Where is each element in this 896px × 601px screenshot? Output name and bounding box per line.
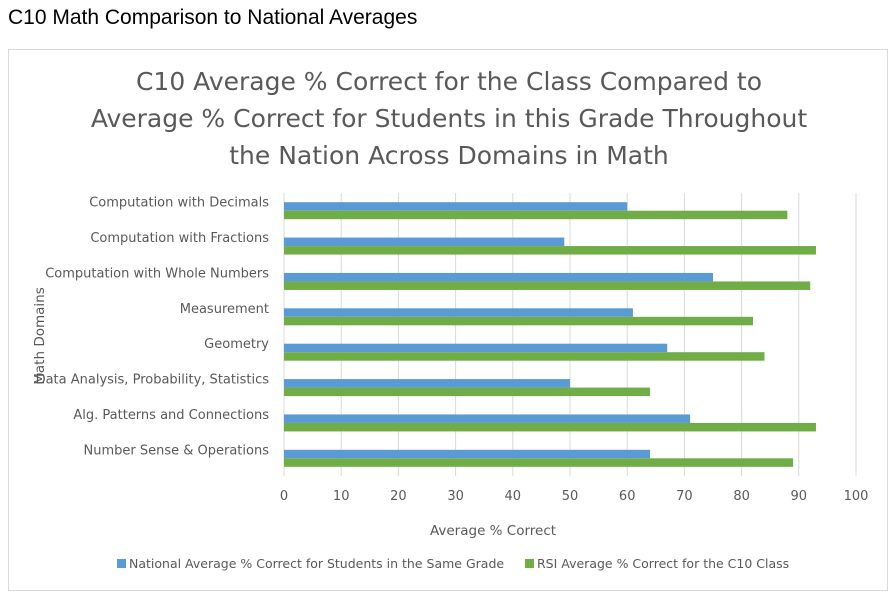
- category-label: Computation with Whole Numbers: [45, 266, 269, 281]
- bar-national-average: [284, 379, 570, 388]
- bar-class-average: [284, 352, 765, 361]
- bar-class-average: [284, 458, 794, 467]
- bar-national-average: [284, 449, 651, 459]
- bar-national-average: [284, 237, 565, 247]
- x-tick-labels: 0 10 20 30 40 50 60 70 80 90 100: [280, 489, 869, 504]
- x-tick-label: 10: [333, 489, 350, 504]
- bar-class-average: [284, 281, 811, 290]
- bar-national-average: [284, 414, 691, 423]
- bar-national-average: [284, 343, 668, 353]
- category-label: Data Analysis, Probability, Statistics: [36, 373, 270, 388]
- x-tick-label: 40: [505, 489, 522, 504]
- x-tick-label: 80: [733, 489, 750, 504]
- legend-label: National Average % Correct for Students …: [129, 556, 504, 571]
- bar-class-average: [284, 246, 816, 255]
- x-tick-label: 100: [844, 489, 869, 504]
- x-tick-label: 0: [280, 489, 288, 504]
- category-labels: Computation with Decimals Computation wit…: [36, 196, 270, 459]
- legend: National Average % Correct for Students …: [117, 556, 789, 571]
- bar-class-average: [284, 387, 651, 397]
- bar-class-average: [284, 422, 816, 432]
- category-label: Measurement: [180, 302, 269, 317]
- x-tick-label: 60: [619, 489, 636, 504]
- x-axis-title: Average % Correct: [430, 523, 556, 539]
- category-label: Number Sense & Operations: [84, 443, 270, 458]
- x-tick-label: 30: [447, 489, 464, 504]
- bar-class-average: [284, 210, 788, 220]
- bar-class-average: [284, 316, 754, 326]
- category-label: Alg. Patterns and Connections: [73, 408, 269, 423]
- x-tick-label: 20: [390, 489, 407, 504]
- bar-national-average: [284, 272, 713, 282]
- x-tick-label: 90: [791, 489, 808, 504]
- x-tick-label: 50: [562, 489, 579, 504]
- page-heading: C10 Math Comparison to National Averages: [8, 6, 418, 29]
- chart-title-line-3: the Nation Across Domains in Math: [229, 141, 669, 170]
- legend-swatch: [525, 559, 534, 568]
- legend-label: RSI Average % Correct for the C10 Class: [537, 556, 789, 571]
- gridlines: [283, 193, 857, 476]
- category-label: Computation with Fractions: [90, 231, 269, 246]
- category-label: Geometry: [204, 337, 269, 352]
- y-axis-title: Math Domains: [32, 287, 48, 384]
- bar-national-average: [284, 308, 633, 317]
- chart-title-line-2: Average % Correct for Students in this G…: [91, 104, 808, 133]
- chart-title: C10 Average % Correct for the Class Comp…: [91, 67, 808, 170]
- x-tick-label: 70: [676, 489, 693, 504]
- chart-title-line-1: C10 Average % Correct for the Class Comp…: [136, 67, 762, 96]
- legend-swatch: [117, 559, 126, 568]
- bars: [284, 202, 816, 467]
- bar-national-average: [284, 202, 628, 211]
- category-label: Computation with Decimals: [89, 196, 269, 211]
